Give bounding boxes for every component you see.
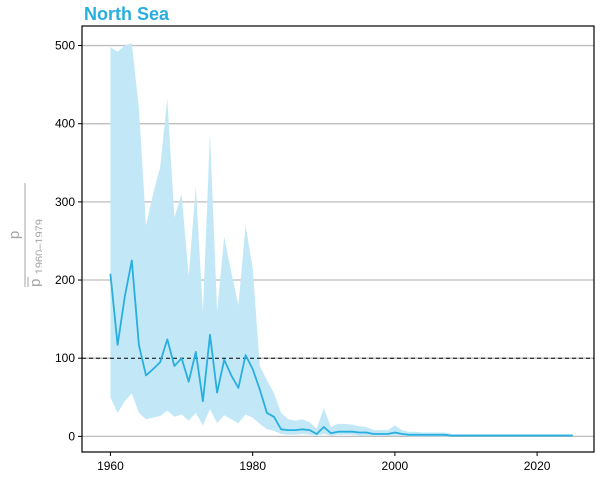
y-axis-label-numerator: p xyxy=(6,231,23,239)
y-axis-label-denominator: p 1960–1979 xyxy=(27,219,42,287)
y-tick-label-500: 500 xyxy=(55,39,75,53)
y-tick-label-100: 100 xyxy=(55,351,75,365)
uncertainty-ribbon xyxy=(110,43,573,437)
x-tick-label-2020: 2020 xyxy=(524,459,551,473)
plot-frame xyxy=(81,25,595,453)
y-tick-label-200: 200 xyxy=(55,273,75,287)
y-axis-label-denominator-subscript: 1960–1979 xyxy=(34,219,42,274)
y-axis-label-denominator-base: p xyxy=(27,279,42,287)
x-tick-label-2000: 2000 xyxy=(382,459,409,473)
chart-title: North Sea xyxy=(84,4,170,24)
axis-ticks: 0 100 200 300 400 500 1960 1980 2000 2020 xyxy=(55,39,551,473)
y-tick-label-0: 0 xyxy=(68,429,75,443)
y-axis-label: p p 1960–1979 xyxy=(6,183,42,287)
y-tick-label-300: 300 xyxy=(55,195,75,209)
series-line xyxy=(109,259,573,437)
y-tick-label-400: 400 xyxy=(55,117,75,131)
x-tick-label-1960: 1960 xyxy=(97,459,124,473)
x-tick-label-1980: 1980 xyxy=(239,459,266,473)
